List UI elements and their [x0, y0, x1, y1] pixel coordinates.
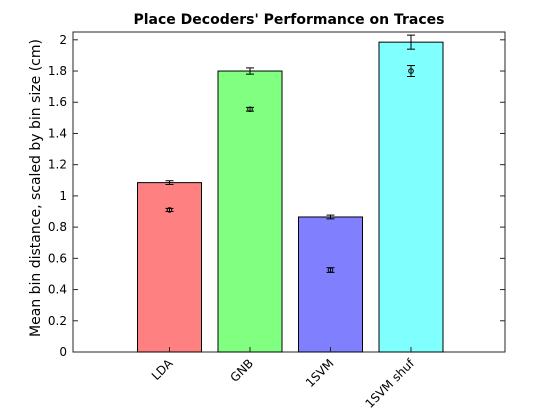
y-tick-label: 1.6 — [48, 95, 67, 109]
secondary-point — [166, 207, 173, 213]
y-tick-label: 0.2 — [48, 314, 67, 328]
y-tick-label: 0.6 — [48, 251, 67, 265]
bar-gnb — [217, 70, 283, 353]
bar-1svm — [298, 216, 363, 353]
bar-1svm-shuf — [378, 41, 444, 353]
x-tick-label: LDA — [149, 356, 176, 383]
y-tick-label: 0 — [59, 345, 67, 359]
x-tick-label: GNB — [227, 356, 256, 385]
y-tick-label: 1 — [59, 189, 67, 203]
y-tick-label: 2 — [59, 33, 67, 47]
secondary-point — [247, 106, 253, 113]
y-tick-label: 1.2 — [48, 158, 67, 172]
y-tick-label: 0.8 — [48, 220, 67, 234]
secondary-point — [408, 68, 414, 74]
axes-box — [72, 31, 506, 353]
chart-title: Place Decoders' Performance on Traces — [133, 12, 444, 28]
y-tick-label: 1.4 — [48, 126, 67, 140]
plot-area: 0 0.2 0.4 0.6 0.8 1 1.2 1.4 1.6 1.8 2 LDA GNB 1SVM 1SV… — [48, 31, 506, 411]
y-tick-label: 1.8 — [48, 64, 67, 78]
x-tick-label: 1SVM shuf — [362, 356, 417, 411]
y-axis-label: Mean bin distance, scaled by bin size (c… — [28, 39, 44, 337]
secondary-point — [327, 267, 334, 273]
x-tick-label: 1SVM — [303, 356, 337, 390]
y-tick-label: 0.4 — [48, 283, 67, 297]
